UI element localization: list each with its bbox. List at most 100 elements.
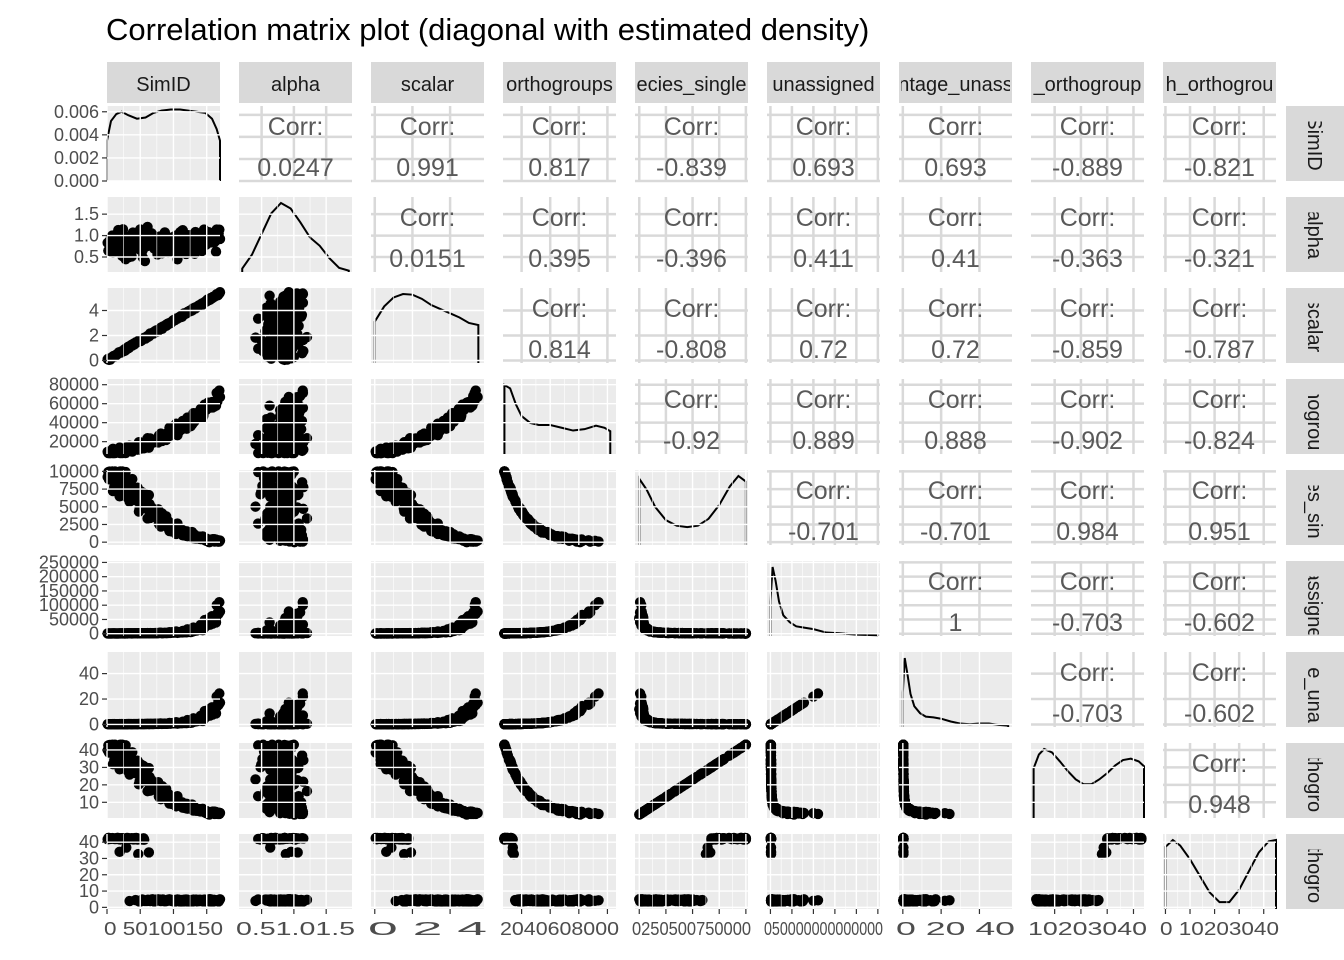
scatter-point: [214, 688, 225, 699]
corr-label: Corr:: [1192, 113, 1248, 141]
scatter-point: [250, 774, 261, 785]
panel-bg: [1163, 288, 1276, 363]
scatter-point: [214, 224, 225, 235]
panel-r1-c7: Corr: -0.363: [1031, 197, 1144, 273]
scatter-point: [283, 535, 295, 546]
panel-r6-c8: Corr: -0.602: [1163, 652, 1276, 728]
panel-bg: [767, 288, 880, 363]
corr-label: Corr:: [1192, 659, 1248, 687]
strip-right-alpha: [1286, 197, 1344, 272]
strip-right-orthogroup_b: [1286, 834, 1344, 909]
scatter-point: [283, 747, 295, 758]
corr-label: Corr:: [400, 204, 456, 232]
panel-r1-c8: Corr: -0.321: [1163, 197, 1276, 273]
panel-grid-lines: [371, 379, 484, 454]
panel-bg: [1031, 106, 1144, 181]
chart-title: Correlation matrix plot (diagonal with e…: [106, 12, 869, 47]
strip-top-label: h_orthogrou: [1166, 74, 1274, 96]
corr-label: Corr:: [1060, 477, 1116, 505]
scatter-point: [210, 246, 222, 257]
corr-value: -0.602: [1184, 700, 1255, 728]
scatter-point: [265, 412, 276, 423]
corr-value: 0.951: [1188, 518, 1251, 546]
panel-r5-c2: [370, 561, 484, 639]
corr-value: 0.72: [799, 336, 848, 364]
corr-label: Corr:: [664, 386, 720, 414]
panel-grid-lines: [239, 470, 352, 545]
scatter-point: [472, 697, 483, 708]
panel-r6-c3: [499, 652, 616, 730]
strip-top-scalar: [371, 62, 484, 103]
panel-grid-lines: [767, 652, 880, 727]
corr-label: Corr:: [928, 113, 984, 141]
corr-label: Corr:: [1192, 386, 1248, 414]
panel-r0-c0: [106, 106, 221, 181]
panel-r0-c8: Corr: -0.821: [1163, 106, 1276, 183]
corr-label: Corr:: [268, 113, 324, 141]
scatter-point: [214, 287, 226, 298]
panel-bg: [1031, 288, 1144, 363]
panel-grid-lines: [371, 470, 484, 545]
panel-bg: [239, 106, 352, 181]
panel-r4-c4: [635, 470, 748, 545]
panel-bg: [371, 288, 484, 363]
panel-bg: [635, 561, 748, 636]
strip-top-label: alpha: [271, 74, 321, 96]
panel-bg: [371, 106, 484, 181]
corr-value: 0.41: [931, 245, 980, 273]
corr-label: Corr:: [1060, 659, 1116, 687]
corr-label: Corr:: [928, 477, 984, 505]
scatter-point: [283, 697, 295, 708]
scatter-points: [102, 385, 226, 459]
panel-r1-c1: [239, 197, 352, 272]
corr-value: -0.92: [663, 427, 720, 455]
panel-r4-c7: Corr: 0.984: [1031, 470, 1144, 546]
corr-value: 0.817: [528, 154, 591, 182]
scatter-point: [301, 331, 313, 343]
scatter-point: [255, 489, 266, 500]
corr-label: Corr:: [532, 295, 588, 323]
corr-value: 0.411: [793, 245, 854, 273]
strip-top-alpha: [239, 62, 352, 103]
strip-top-label: orthogroups: [506, 74, 613, 96]
panel-r3-c3: [503, 379, 616, 454]
scatter-point: [283, 504, 295, 515]
corr-label: Corr:: [928, 386, 984, 414]
strip-top-unassigned: [767, 62, 880, 103]
panel-r2-c8: Corr: -0.787: [1163, 288, 1276, 364]
panel-r5-c7: Corr: -0.703: [1031, 561, 1144, 637]
corr-label: Corr:: [532, 204, 588, 232]
corr-value: 0.991: [396, 154, 459, 182]
scatter-point: [283, 391, 295, 403]
strip-right-orthogroups: [1286, 379, 1344, 454]
panel-r2-c6: Corr: 0.72: [899, 288, 1012, 364]
panel-r3-c8: Corr: -0.824: [1163, 379, 1276, 455]
panel-r3-c1: [239, 379, 352, 459]
panel-bg: [767, 106, 880, 181]
scatter-point: [472, 391, 483, 403]
scatter-point: [555, 532, 566, 543]
panel-r4-c6: Corr: -0.701: [899, 470, 1012, 546]
scatter-point: [120, 740, 131, 751]
scatter-point: [472, 807, 483, 819]
panel-bg: [899, 288, 1012, 363]
panel-r4-c1: [239, 466, 352, 548]
scatter-point: [250, 438, 261, 450]
panel-bg: [1031, 561, 1144, 636]
corr-value: -0.703: [1052, 609, 1123, 637]
scatter-point: [250, 332, 261, 343]
panel-r0-c3: Corr: 0.817: [503, 106, 616, 183]
scatter-point: [593, 688, 604, 699]
corr-label: Corr:: [664, 295, 720, 323]
scatter-point: [301, 785, 313, 797]
panel-bg: [899, 106, 1012, 181]
panel-r7-c2: [370, 739, 484, 820]
scatter-point: [470, 688, 481, 699]
strip-top-species_single: [635, 62, 748, 103]
panel-r0-c7: Corr: -0.889: [1031, 106, 1144, 183]
corr-label: Corr:: [796, 295, 852, 323]
panel-bg: [107, 106, 220, 181]
scatter-point: [472, 535, 483, 546]
panel-r4-c8: Corr: 0.951: [1163, 470, 1276, 546]
